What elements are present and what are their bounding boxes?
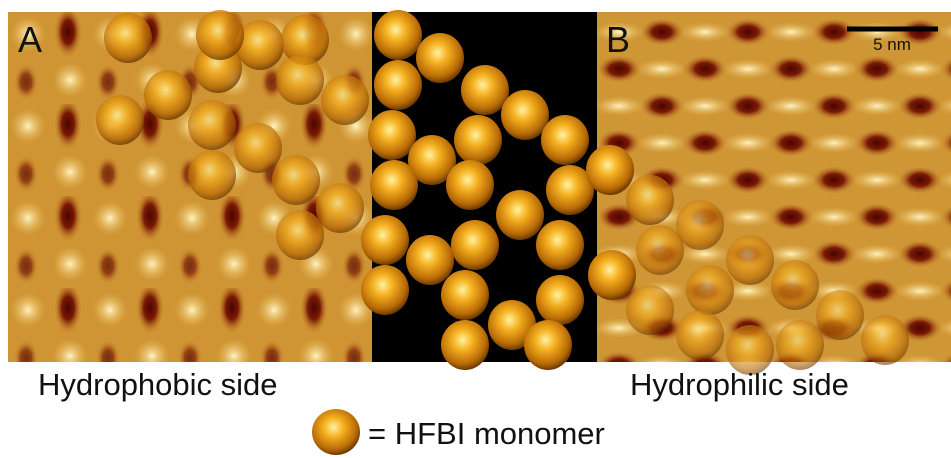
monomer bbox=[321, 75, 369, 125]
monomer bbox=[406, 235, 454, 285]
panel-label: B bbox=[606, 19, 630, 60]
monomer bbox=[454, 115, 502, 165]
monomer bbox=[236, 20, 284, 70]
monomer bbox=[586, 145, 634, 195]
caption: Hydrophilic side bbox=[630, 367, 849, 402]
monomer bbox=[374, 10, 422, 60]
monomer bbox=[776, 320, 824, 370]
monomer bbox=[451, 220, 499, 270]
monomer bbox=[316, 183, 364, 233]
figure: A B 5 nm Hydrophobic side Hydrophilic si… bbox=[0, 0, 951, 458]
monomer bbox=[276, 55, 324, 105]
monomer bbox=[374, 60, 422, 110]
monomer bbox=[536, 275, 584, 325]
monomer bbox=[496, 190, 544, 240]
monomer bbox=[441, 320, 489, 370]
monomer bbox=[196, 10, 244, 60]
monomer bbox=[276, 210, 324, 260]
panel-label: A bbox=[18, 19, 42, 60]
monomer bbox=[188, 150, 236, 200]
monomer bbox=[626, 175, 674, 225]
monomer bbox=[441, 270, 489, 320]
monomer bbox=[461, 65, 509, 115]
monomer bbox=[686, 265, 734, 315]
monomer bbox=[676, 200, 724, 250]
monomer bbox=[234, 123, 282, 173]
monomer bbox=[536, 220, 584, 270]
scale-label: 5 nm bbox=[873, 35, 911, 54]
monomer bbox=[446, 160, 494, 210]
monomer bbox=[144, 70, 192, 120]
monomer bbox=[416, 33, 464, 83]
legend-icon bbox=[312, 409, 360, 455]
monomer bbox=[588, 250, 636, 300]
monomer bbox=[272, 155, 320, 205]
monomer bbox=[370, 160, 418, 210]
legend-text: = HFBI monomer bbox=[368, 416, 605, 451]
monomer bbox=[368, 110, 416, 160]
monomer bbox=[524, 320, 572, 370]
monomer bbox=[626, 285, 674, 335]
monomer bbox=[104, 13, 152, 63]
page: A B 5 nm Hydrophobic side Hydrophilic si… bbox=[0, 0, 951, 458]
monomer bbox=[861, 315, 909, 365]
monomer bbox=[726, 235, 774, 285]
caption: Hydrophobic side bbox=[38, 367, 278, 402]
monomer bbox=[541, 115, 589, 165]
monomer bbox=[96, 95, 144, 145]
monomer bbox=[361, 265, 409, 315]
monomer bbox=[771, 260, 819, 310]
monomer bbox=[816, 290, 864, 340]
monomer bbox=[361, 215, 409, 265]
monomer bbox=[636, 225, 684, 275]
monomer bbox=[501, 90, 549, 140]
monomer bbox=[188, 100, 236, 150]
monomer bbox=[676, 310, 724, 360]
